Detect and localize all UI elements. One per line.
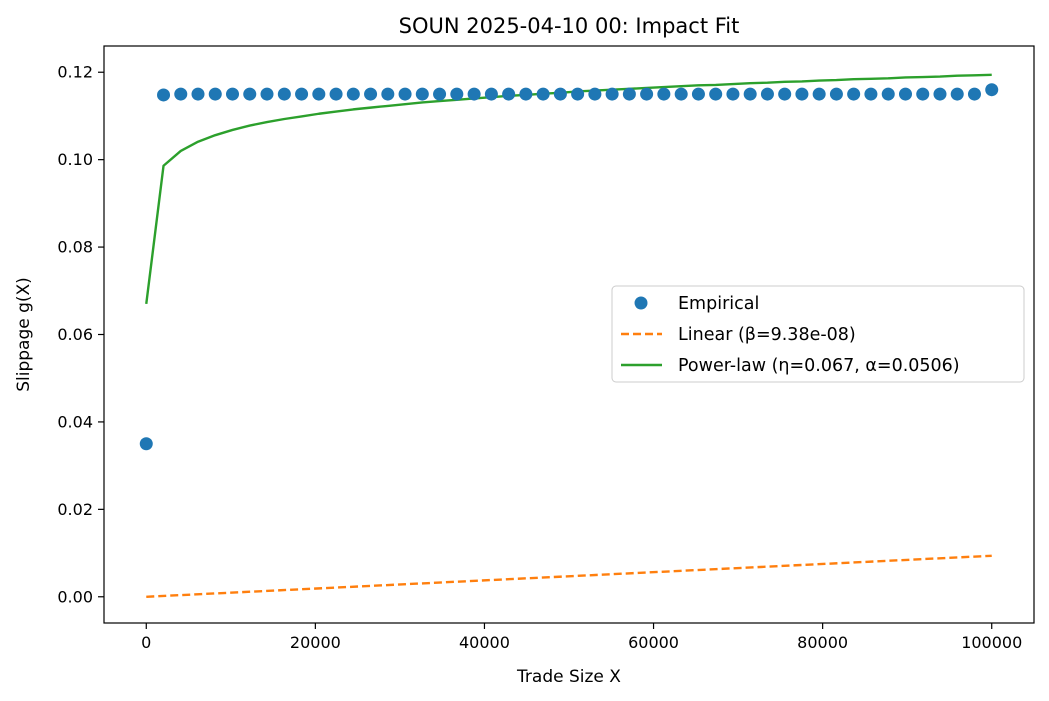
- empirical-point-35: [743, 87, 757, 101]
- empirical-point-43: [881, 87, 895, 101]
- empirical-point-34: [726, 87, 740, 101]
- chart-title: SOUN 2025-04-10 00: Impact Fit: [399, 14, 740, 38]
- x-tick-label-5: 100000: [961, 633, 1022, 652]
- empirical-point-15: [398, 87, 412, 101]
- y-axis: 0.00 0.02 0.04 0.06 0.08 0.10 0.12: [57, 63, 104, 606]
- empirical-point-0: [139, 437, 153, 451]
- empirical-point-13: [364, 87, 378, 101]
- empirical-point-38: [795, 87, 809, 101]
- empirical-point-8: [277, 87, 291, 101]
- x-tick-label-3: 60000: [628, 633, 679, 652]
- x-tick-label-4: 80000: [797, 633, 848, 652]
- empirical-point-14: [381, 87, 395, 101]
- empirical-point-31: [674, 87, 688, 101]
- empirical-point-40: [829, 87, 843, 101]
- empirical-point-22: [519, 87, 533, 101]
- y-tick-label-0: 0.00: [57, 587, 93, 606]
- legend: Empirical Linear (β=9.38e-08) Power-law …: [611, 285, 1025, 383]
- empirical-point-12: [346, 87, 360, 101]
- empirical-point-45: [916, 87, 930, 101]
- empirical-point-24: [553, 87, 567, 101]
- y-tick-label-4: 0.08: [57, 238, 93, 257]
- empirical-point-21: [502, 87, 516, 101]
- empirical-point-4: [208, 87, 222, 101]
- y-tick-label-5: 0.10: [57, 150, 93, 169]
- empirical-point-20: [484, 87, 498, 101]
- series-line-1: [146, 554, 992, 598]
- y-tick-label-3: 0.06: [57, 325, 93, 344]
- legend-label-empirical: Empirical: [678, 294, 759, 314]
- empirical-point-7: [260, 87, 274, 101]
- empirical-point-29: [640, 87, 654, 101]
- empirical-point-11: [329, 87, 343, 101]
- empirical-point-48: [967, 87, 981, 101]
- empirical-point-27: [605, 87, 619, 101]
- empirical-point-36: [760, 87, 774, 101]
- empirical-point-2: [174, 87, 188, 101]
- x-axis-title: Trade Size X: [516, 667, 621, 687]
- legend-marker-empirical: [634, 296, 648, 310]
- y-tick-label-1: 0.02: [57, 500, 93, 519]
- empirical-point-16: [415, 87, 429, 101]
- legend-label-power-law: Power-law (η=0.067, α=0.0506): [678, 356, 960, 376]
- empirical-point-37: [778, 87, 792, 101]
- empirical-point-18: [450, 87, 464, 101]
- series-marks: [139, 73, 999, 598]
- x-tick-label-2: 40000: [459, 633, 510, 652]
- empirical-point-6: [243, 87, 257, 101]
- y-tick-label-6: 0.12: [57, 63, 93, 82]
- series-line-2: [145, 73, 992, 305]
- legend-box: [611, 285, 1025, 383]
- empirical-point-9: [295, 87, 309, 101]
- empirical-point-17: [433, 87, 447, 101]
- empirical-point-47: [950, 87, 964, 101]
- y-axis-title: Slippage g(X): [14, 277, 34, 392]
- empirical-point-46: [933, 87, 947, 101]
- legend-label-linear: Linear (β=9.38e-08): [678, 325, 856, 345]
- empirical-point-44: [898, 87, 912, 101]
- empirical-point-41: [847, 87, 861, 101]
- empirical-point-30: [657, 87, 671, 101]
- empirical-point-3: [191, 87, 205, 101]
- y-tick-label-2: 0.04: [57, 412, 93, 431]
- x-axis: 0 20000 40000 60000 80000 100000: [141, 623, 1022, 652]
- empirical-point-5: [226, 87, 240, 101]
- empirical-point-42: [864, 87, 878, 101]
- empirical-point-39: [812, 87, 826, 101]
- empirical-point-25: [571, 87, 585, 101]
- empirical-point-10: [312, 87, 326, 101]
- empirical-point-28: [622, 87, 636, 101]
- empirical-point-49: [985, 83, 999, 97]
- empirical-point-32: [691, 87, 705, 101]
- x-tick-label-0: 0: [141, 633, 151, 652]
- empirical-point-33: [709, 87, 723, 101]
- empirical-point-19: [467, 87, 481, 101]
- empirical-point-23: [536, 87, 550, 101]
- x-tick-label-1: 20000: [290, 633, 341, 652]
- empirical-point-26: [588, 87, 602, 101]
- empirical-point-1: [157, 88, 171, 102]
